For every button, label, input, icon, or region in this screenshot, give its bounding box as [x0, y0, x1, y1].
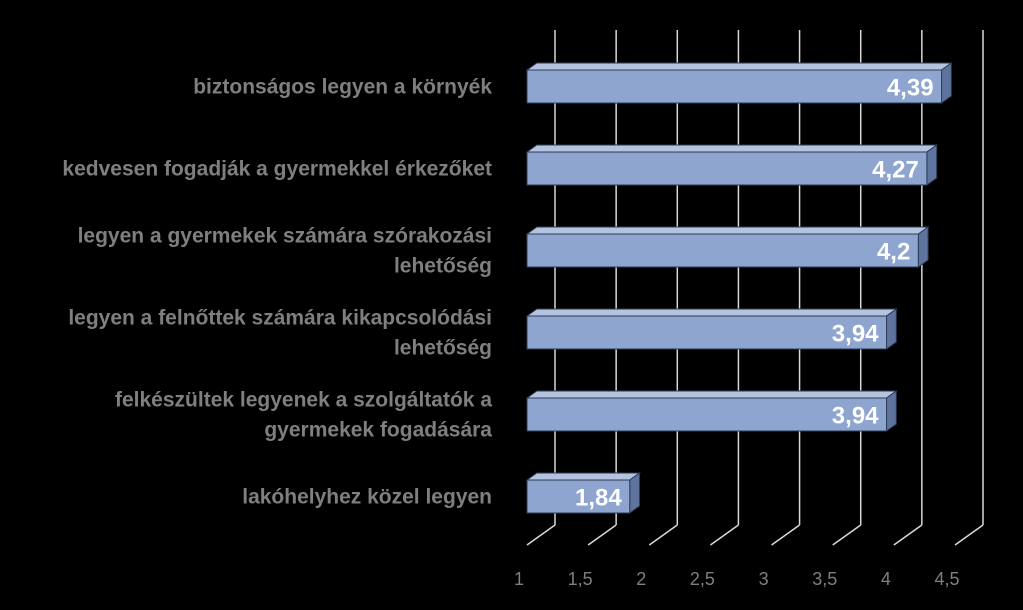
category-label-line: legyen a felnőttek számára kikapcsolódás…: [68, 307, 492, 330]
x-tick-label: 4: [881, 569, 891, 589]
bar-front-face: [526, 233, 919, 268]
data-label: 3,94: [832, 403, 879, 430]
category-label-2: kedvesen fogadják a gyermekkel érkezőket: [62, 158, 492, 181]
bar-side-face: [886, 390, 897, 432]
bar-3: [525, 226, 930, 268]
gridline-floor: [893, 524, 923, 546]
category-label-line: biztonságos legyen a környék: [193, 76, 492, 99]
gridlines: [526, 30, 984, 546]
bar-top-face: [525, 472, 642, 481]
bar-6: [525, 472, 642, 514]
bar-top-face: [525, 308, 898, 317]
category-label-6: lakóhelyhez közel legyen: [242, 486, 492, 509]
bar-side-face: [917, 226, 929, 268]
data-label: 1,84: [575, 485, 622, 512]
data-labels: 4,39 4,27 4,2 3,94 3,94 1,84: [575, 75, 934, 512]
data-label: 4,2: [877, 239, 910, 266]
bar-front-face: [526, 397, 888, 432]
x-tick-label: 2: [636, 569, 646, 589]
category-label-line: felkészültek legyenek a szolgáltatók a: [115, 389, 492, 412]
bar-front-face: [526, 151, 928, 186]
x-tick-label: 1: [514, 569, 524, 589]
category-label-3: legyen a gyermekek számára szórakozási le…: [78, 225, 492, 278]
category-label-4: legyen a felnőttek számára kikapcsolódás…: [68, 307, 492, 360]
bar-top-face: [525, 62, 953, 71]
category-label-1: biztonságos legyen a környék: [193, 76, 492, 99]
gridline-floor: [832, 524, 862, 546]
category-label-line: gyermekek fogadására: [264, 419, 492, 442]
data-label: 4,39: [887, 75, 934, 102]
bar-5: [525, 390, 898, 432]
category-label-line: legyen a gyermekek számára szórakozási: [78, 225, 492, 248]
bar-side-face: [886, 308, 897, 350]
data-label: 4,27: [872, 157, 919, 184]
bar-front-face: [526, 479, 631, 514]
x-tick-label: 3: [759, 569, 769, 589]
bar-side-face: [926, 144, 938, 186]
bar-side-face: [629, 472, 641, 514]
gridline-floor: [526, 524, 556, 546]
bar-front-face: [526, 69, 943, 104]
bar-4: [525, 308, 898, 350]
gridline-floor: [771, 524, 801, 546]
category-label-line: lakóhelyhez közel legyen: [242, 486, 492, 509]
category-label-line: lehetőség: [394, 255, 492, 278]
category-label-5: felkészültek legyenek a szolgáltatók a gy…: [115, 389, 492, 442]
bar-top-face: [525, 390, 898, 399]
category-label-line: kedvesen fogadják a gyermekkel érkezőket: [62, 158, 492, 181]
gridline-floor: [648, 524, 678, 546]
category-label-line: lehetőség: [394, 337, 492, 360]
gridline-floor: [954, 524, 984, 546]
x-tick-label: 2,5: [690, 569, 715, 589]
data-label: 3,94: [832, 321, 879, 348]
x-tick-label: 4,5: [934, 569, 959, 589]
gridline-floor: [709, 524, 739, 546]
bar-top-face: [525, 226, 930, 235]
bars: [525, 62, 953, 514]
x-axis-ticks: 1 1,5 2 2,5 3 3,5 4 4,5: [514, 569, 960, 589]
category-labels: biztonságos legyen a környék kedvesen fog…: [62, 76, 492, 509]
x-tick-label: 1,5: [568, 569, 593, 589]
bar-side-face: [941, 62, 952, 104]
bar-1: [525, 62, 953, 104]
gridline-floor: [587, 524, 617, 546]
bar-front-face: [526, 315, 888, 350]
bar-top-face: [525, 144, 939, 153]
bar-2: [525, 144, 939, 186]
x-tick-label: 3,5: [812, 569, 837, 589]
